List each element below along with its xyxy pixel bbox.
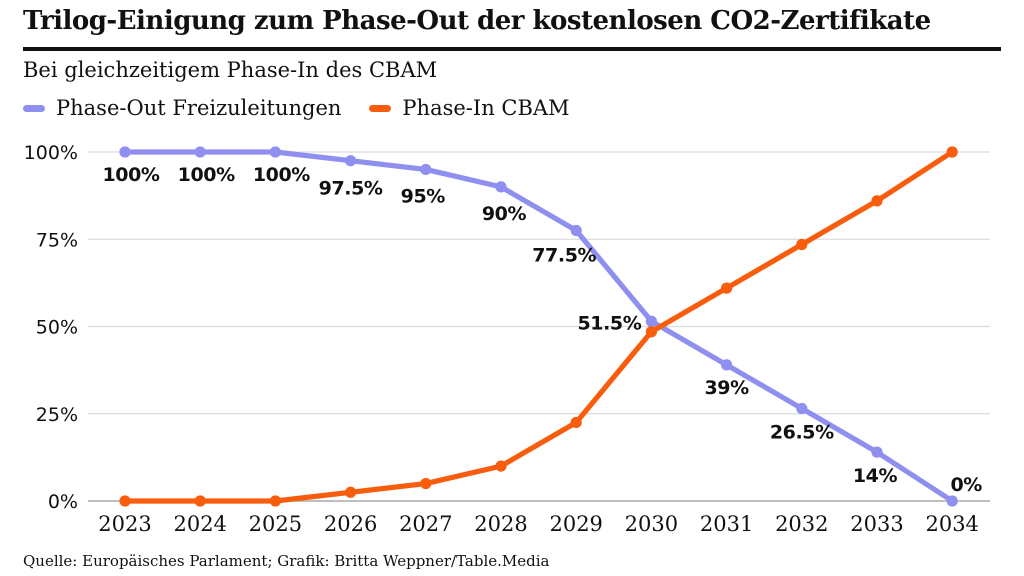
data-point-phase-out-2031 [721, 359, 733, 371]
data-point-phase-in-2034 [946, 146, 958, 158]
y-axis-tick-25: 25% [36, 404, 78, 426]
data-point-phase-out-2032 [796, 402, 808, 415]
value-label-2028: 90% [482, 203, 527, 225]
phase-out-line-swatch-icon [23, 104, 45, 112]
data-point-phase-in-2033 [871, 195, 883, 207]
y-axis-tick-100: 100% [24, 142, 78, 164]
x-axis-tick-2023: 2023 [98, 512, 151, 536]
x-axis-tick-2029: 2029 [549, 512, 602, 536]
data-point-phase-in-2023 [119, 495, 131, 507]
legend-label-phase-out: Phase-Out Freizuleitungen [56, 96, 342, 120]
value-label-2030: 51.5% [577, 312, 641, 334]
x-axis-tick-2031: 2031 [700, 512, 753, 536]
legend-label-phase-in: Phase-In CBAM [402, 96, 570, 120]
data-point-phase-in-2026 [345, 486, 357, 498]
x-axis-tick-2034: 2034 [925, 512, 978, 536]
title-underline [23, 47, 1001, 51]
legend-item-phase-in: Phase-In CBAM [369, 96, 570, 120]
data-point-phase-in-2030 [645, 326, 658, 338]
data-point-phase-out-2026 [345, 155, 357, 167]
y-axis-tick-0: 0% [48, 491, 78, 513]
x-axis-tick-2026: 2026 [324, 512, 377, 536]
data-point-phase-out-2027 [420, 163, 432, 176]
legend-item-phase-out: Phase-Out Freizuleitungen [23, 96, 341, 120]
x-axis-tick-2028: 2028 [474, 512, 527, 536]
data-point-phase-in-2032 [796, 238, 808, 251]
data-point-phase-in-2024 [194, 495, 206, 507]
source-credit: Quelle: Europäisches Parlament; Grafik: … [23, 552, 550, 570]
x-axis-tick-2033: 2033 [850, 512, 903, 536]
value-label-2033: 14% [853, 465, 898, 487]
phase-in-line-swatch-icon [369, 104, 392, 112]
value-label-2024: 100% [178, 164, 235, 186]
data-point-phase-in-2027 [420, 477, 432, 490]
legend: Phase-Out Freizuleitungen Phase-In CBAM [23, 96, 570, 120]
data-point-phase-out-2024 [194, 146, 206, 158]
data-point-phase-out-2029 [570, 224, 582, 237]
y-axis-tick-75: 75% [36, 229, 78, 251]
value-label-2031: 39% [704, 377, 749, 399]
value-label-2025: 100% [253, 164, 310, 186]
x-axis-tick-2024: 2024 [173, 512, 226, 536]
series-line-phase-out [122, 149, 955, 504]
data-point-phase-in-2031 [721, 282, 733, 294]
x-axis-tick-2032: 2032 [775, 512, 828, 536]
x-axis-tick-2025: 2025 [249, 512, 302, 536]
series-line-phase-in [122, 149, 955, 504]
y-axis-tick-50: 50% [36, 317, 78, 339]
value-label-2027: 95% [401, 185, 446, 207]
value-label-2026: 97.5% [319, 178, 383, 200]
value-label-2034: 0% [950, 474, 982, 496]
page-title: Trilog-Einigung zum Phase-Out der kosten… [23, 6, 931, 36]
value-label-2029: 77.5% [532, 245, 596, 267]
data-point-phase-out-2023 [119, 146, 131, 158]
value-label-2032: 26.5% [770, 422, 834, 444]
data-point-phase-out-2030 [645, 315, 658, 327]
x-axis-tick-2030: 2030 [625, 512, 678, 536]
data-point-phase-out-2033 [871, 446, 883, 458]
data-point-phase-in-2028 [495, 460, 507, 472]
value-label-2023: 100% [102, 164, 159, 186]
x-axis-tick-2027: 2027 [399, 512, 452, 536]
chart-subtitle: Bei gleichzeitigem Phase-In des CBAM [23, 58, 438, 82]
data-point-phase-out-2028 [495, 181, 507, 193]
data-point-phase-in-2029 [570, 416, 582, 429]
data-point-phase-out-2034 [946, 495, 958, 507]
data-point-phase-in-2025 [269, 495, 281, 507]
data-point-phase-out-2025 [269, 146, 281, 158]
